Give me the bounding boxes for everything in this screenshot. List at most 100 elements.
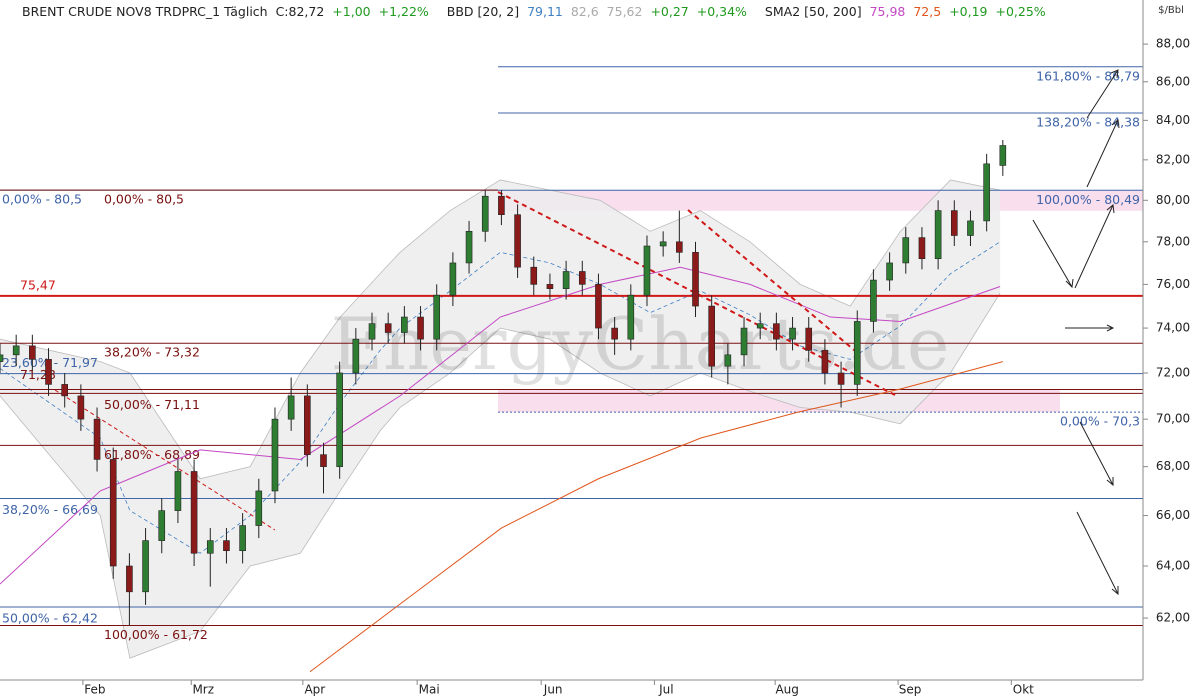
candle-body [789,327,796,340]
candle-body [870,279,877,322]
sma-value: 75,98 [870,4,906,19]
x-tick-label: Okt [1013,683,1034,697]
level-label: 0,00% - 80,5 [2,192,82,207]
header-change-pct: +1,22% [379,4,429,19]
y-tick-label: 86,00 [1156,74,1190,88]
y-tick-label: 66,00 [1156,508,1190,522]
candle-body [659,241,667,247]
candle-body [449,262,457,296]
annotations [54,69,1120,596]
bbd-name: BBD [20, 2] [447,4,519,19]
candle-body [271,418,279,492]
candle-body [918,237,926,259]
level-label: 161,80% - 86,79 [1036,68,1140,83]
candle-body [578,271,586,285]
x-tick-label: Aug [775,683,798,697]
y-unit: $/Bbl [1158,5,1184,16]
trend-line [687,209,861,356]
candle-body [158,510,166,541]
candle-body [756,323,764,329]
band-fill [0,179,1001,659]
candle-body [821,350,829,374]
candle-body [999,145,1007,166]
x-tick-label: Sep [899,683,922,697]
candle-body [109,459,117,567]
candle-body [805,327,813,351]
x-tick-label: Feb [84,683,105,697]
band-middle [0,241,1001,554]
candle-body [967,220,974,236]
candle-body [595,284,602,329]
candle-body [853,321,861,385]
candle-body [401,316,408,333]
candle-body [417,316,424,340]
candle-body [287,395,295,420]
bbd-change-pct: +0,34% [697,4,747,19]
sma-change-pct: +0,25% [995,4,1045,19]
header-change: +1,00 [332,4,370,19]
candle-body [368,323,376,340]
y-tick-label: 76,00 [1156,277,1190,291]
level-label: 38,20% - 66,69 [2,502,98,517]
header: BRENT CRUDE NOV8 TRDPRC_1 Täglich C:82,7… [22,4,1046,19]
y-tick-label: 82,00 [1156,152,1190,166]
candle-body [562,271,570,289]
candle-body [304,395,311,455]
candle-body [320,454,327,467]
sma-value: 72,5 [913,4,941,19]
candle-body [837,372,845,385]
sma-line [0,266,1001,585]
level-label: 61,80% - 68,89 [104,447,200,462]
level-label: 50,00% - 71,11 [104,397,200,412]
bbd-change: +0,27 [650,4,688,19]
y-tick-label: 62,00 [1156,611,1190,625]
candle-body [514,214,521,268]
candle-body [12,345,20,356]
candle-body [239,525,246,552]
candle-body [352,338,360,374]
candle-body [498,195,505,216]
x-tick-label: Jul [658,683,673,697]
level-label: 38,20% - 73,32 [104,345,200,360]
candle-body [384,323,392,333]
sma-line [309,361,1003,673]
candle-body [336,372,343,467]
candle-body [142,540,149,593]
level-label: 0,00% - 80,5 [104,192,184,207]
x-tick-label: Jun [543,683,563,697]
candle-body [29,345,36,360]
level-label: 75,47 [20,277,56,292]
level-label: 100,00% - 80,49 [1036,192,1140,207]
candle-body [0,354,4,362]
candle-body [611,327,618,340]
candle-body [740,327,748,356]
band-lower [0,292,1001,659]
candle-body [465,231,473,264]
candle-body [676,241,683,253]
candle-body [481,195,489,232]
candle-body [643,245,651,296]
trend-line [54,389,276,531]
candle-body [223,540,230,552]
trend-line [497,191,896,396]
candle-body [692,252,699,307]
level-label: 100,00% - 61,72 [104,627,208,642]
y-tick-label: 80,00 [1156,193,1190,207]
candle-body [886,262,893,281]
y-tick-label: 84,00 [1156,113,1190,127]
level-label: 0,00% - 70,3 [1060,414,1140,429]
candle-body [255,490,263,526]
bbd-value: 75,62 [607,4,643,19]
x-tick-label: Mai [419,683,440,697]
candle-body [902,237,910,264]
y-tick-label: 72,00 [1156,365,1190,379]
candle-body [61,384,68,397]
candle-body [77,395,85,420]
y-tick-label: 74,00 [1156,321,1190,335]
level-label: 50,00% - 62,42 [2,610,98,625]
candle-body [708,305,715,367]
bbd-value: 82,6 [571,4,599,19]
candle-body [93,418,101,460]
candle-body [983,163,990,222]
